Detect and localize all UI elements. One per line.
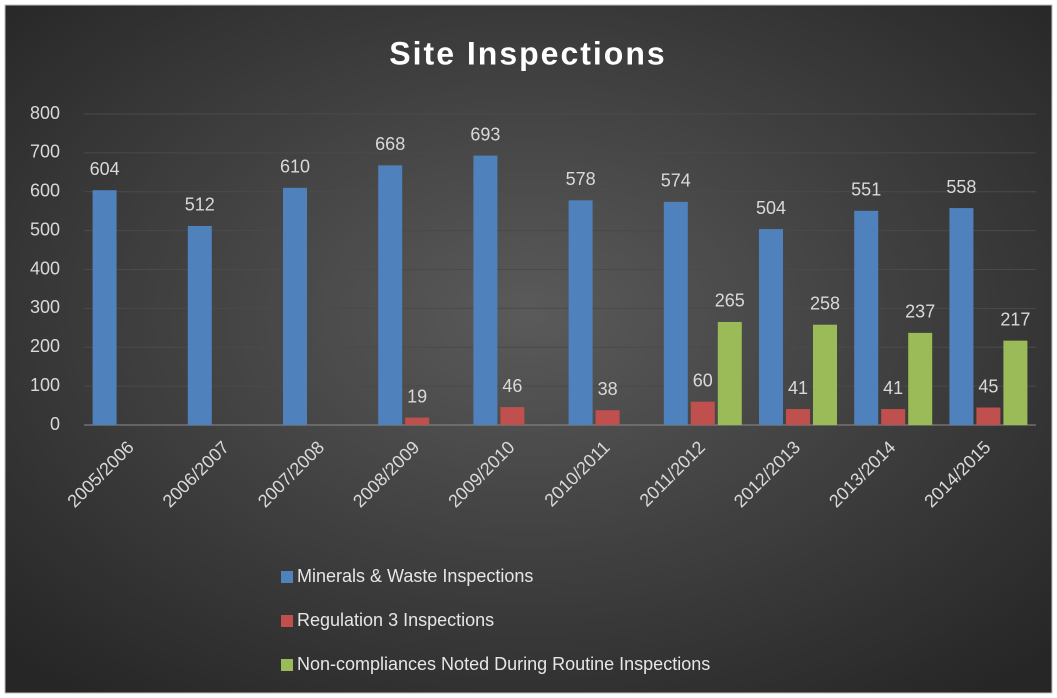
data-label: 512 bbox=[185, 195, 215, 215]
y-tick-label: 300 bbox=[30, 297, 60, 317]
data-label: 504 bbox=[756, 198, 786, 218]
bar bbox=[813, 324, 837, 425]
bar bbox=[1003, 340, 1028, 425]
data-label: 604 bbox=[90, 159, 120, 179]
legend-label: Non-compliances Noted During Routine Ins… bbox=[297, 654, 710, 674]
data-label: 45 bbox=[978, 376, 998, 396]
legend-swatch bbox=[281, 571, 293, 583]
y-tick-label: 700 bbox=[30, 142, 60, 162]
bar bbox=[854, 210, 879, 425]
data-label: 265 bbox=[715, 291, 745, 311]
bar bbox=[717, 321, 742, 425]
data-label: 41 bbox=[883, 378, 903, 398]
y-tick-label: 500 bbox=[30, 219, 60, 239]
data-label: 610 bbox=[280, 157, 310, 177]
data-label: 38 bbox=[598, 379, 618, 399]
y-tick-label: 200 bbox=[30, 336, 60, 356]
bar bbox=[283, 187, 307, 425]
bar bbox=[187, 225, 212, 425]
bar bbox=[473, 155, 498, 425]
bar bbox=[500, 407, 525, 425]
bar bbox=[908, 332, 933, 425]
data-label: 551 bbox=[851, 180, 881, 200]
data-label: 237 bbox=[905, 302, 935, 322]
legend-label: Minerals & Waste Inspections bbox=[297, 566, 533, 586]
data-label: 258 bbox=[810, 293, 840, 313]
bar bbox=[949, 208, 974, 425]
bar bbox=[595, 410, 620, 425]
y-tick-label: 600 bbox=[30, 181, 60, 201]
y-tick-label: 800 bbox=[30, 103, 60, 123]
bar bbox=[976, 407, 1001, 425]
data-label: 46 bbox=[502, 376, 522, 396]
data-label: 60 bbox=[693, 370, 713, 390]
data-label: 41 bbox=[788, 378, 808, 398]
data-label: 217 bbox=[1000, 309, 1030, 329]
bar bbox=[690, 401, 715, 425]
bar bbox=[881, 409, 906, 425]
bar bbox=[663, 201, 688, 425]
bar bbox=[378, 165, 403, 425]
bar bbox=[786, 409, 810, 425]
bar bbox=[568, 200, 593, 425]
legend-swatch bbox=[281, 659, 293, 671]
bar bbox=[759, 229, 783, 425]
y-tick-label: 100 bbox=[30, 375, 60, 395]
legend-label: Regulation 3 Inspections bbox=[297, 610, 494, 630]
bar bbox=[405, 417, 430, 425]
data-label: 693 bbox=[470, 124, 500, 144]
data-label: 574 bbox=[661, 171, 691, 191]
data-label: 558 bbox=[946, 177, 976, 197]
data-label: 578 bbox=[566, 169, 596, 189]
chart-title: Site Inspections bbox=[389, 35, 666, 71]
y-tick-label: 400 bbox=[30, 258, 60, 278]
background bbox=[4, 4, 1053, 694]
data-label: 668 bbox=[375, 134, 405, 154]
data-label: 19 bbox=[407, 386, 427, 406]
bar bbox=[92, 190, 117, 425]
y-tick-label: 0 bbox=[50, 414, 60, 434]
legend-swatch bbox=[281, 615, 293, 627]
